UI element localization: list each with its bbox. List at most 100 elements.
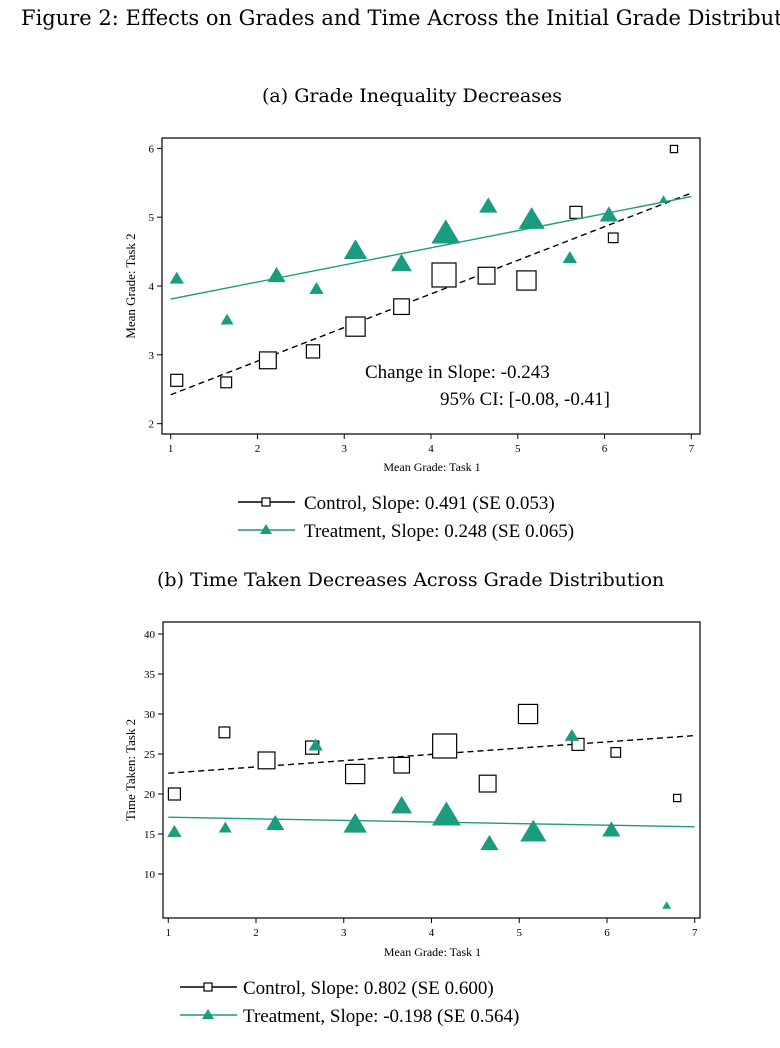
x-tick-label: 2 — [255, 443, 261, 455]
treatment-point — [218, 821, 232, 833]
legend-triangle-icon — [260, 524, 272, 534]
x-tick-label: 3 — [341, 927, 347, 939]
control-point — [345, 316, 366, 337]
legend-triangle-icon — [202, 1009, 214, 1019]
series-control — [170, 144, 692, 396]
legend-label: Control, Slope: 0.491 (SE 0.053) — [304, 493, 555, 514]
treatment-point — [562, 251, 577, 263]
treatment-fit-line — [168, 816, 695, 828]
control-point — [431, 262, 457, 288]
legend-square-icon — [261, 497, 271, 507]
figure-title: Figure 2: Effects on Grades and Time Acr… — [21, 6, 780, 30]
control-point — [607, 232, 619, 244]
annotation-ci: 95% CI: [-0.08, -0.41] — [440, 389, 610, 410]
series-treatment — [169, 195, 692, 325]
treatment-point — [602, 821, 621, 837]
x-axis-label: Mean Grade: Task 1 — [383, 460, 480, 474]
control-point — [517, 703, 539, 725]
treatment-point — [480, 834, 499, 851]
legend-square-icon — [203, 982, 213, 992]
treatment-point — [309, 282, 324, 294]
y-tick-label: 10 — [144, 869, 156, 881]
control-point — [258, 351, 277, 370]
y-tick-label: 5 — [149, 212, 155, 224]
x-tick-label: 4 — [428, 443, 434, 455]
treatment-point — [343, 239, 368, 259]
panel-a-title: (a) Grade Inequality Decreases — [262, 85, 563, 107]
control-point — [305, 344, 321, 359]
treatment-point — [343, 813, 367, 833]
control-point — [257, 751, 276, 770]
y-tick-label: 15 — [144, 829, 156, 841]
control-point — [432, 733, 458, 759]
y-axis-label: Mean Grade: Task 2 — [123, 233, 138, 338]
y-tick-label: 25 — [144, 749, 156, 761]
x-tick-label: 2 — [253, 927, 259, 939]
y-tick-label: 4 — [149, 281, 155, 293]
y-tick-label: 2 — [149, 419, 155, 431]
x-tick-label: 6 — [604, 927, 610, 939]
control-legend-item: Control, Slope: 0.802 (SE 0.600) — [180, 978, 494, 999]
plot-frame — [161, 137, 701, 435]
control-point — [218, 726, 231, 739]
control-point — [393, 298, 410, 316]
x-tick-label: 3 — [341, 443, 347, 455]
treatment-point — [564, 728, 580, 741]
x-tick-label: 1 — [166, 927, 172, 939]
treatment-point — [391, 795, 413, 814]
x-axis-label: Mean Grade: Task 1 — [384, 945, 481, 959]
treatment-point — [662, 901, 672, 909]
panel-b-title: (b) Time Taken Decreases Across Grade Di… — [157, 569, 665, 591]
control-point — [516, 270, 537, 291]
y-axis-label: Time Taken: Task 2 — [123, 719, 138, 821]
control-point — [220, 376, 233, 389]
treatment-fit-line — [170, 195, 692, 300]
control-fit-line — [170, 192, 692, 396]
x-tick-label: 7 — [692, 927, 698, 939]
y-tick-label: 3 — [149, 350, 155, 362]
legend-label: Treatment, Slope: -0.198 (SE 0.564) — [243, 1006, 519, 1027]
x-tick-label: 4 — [429, 927, 435, 939]
annotation-slope-change: Change in Slope: -0.243 — [365, 362, 550, 383]
control-point — [669, 144, 679, 154]
treatment-point — [220, 313, 234, 325]
treatment-point — [432, 801, 461, 826]
control-legend-item: Control, Slope: 0.491 (SE 0.053) — [238, 493, 555, 514]
x-tick-label: 5 — [515, 443, 521, 455]
control-point — [393, 756, 411, 774]
control-point — [344, 763, 366, 785]
y-tick-label: 40 — [144, 629, 156, 641]
y-tick-label: 35 — [144, 669, 156, 681]
control-point — [571, 737, 585, 752]
x-tick-label: 7 — [689, 443, 695, 455]
legend-label: Control, Slope: 0.802 (SE 0.600) — [243, 978, 494, 999]
series-control — [167, 703, 695, 803]
control-point — [672, 793, 682, 803]
treatment-point — [431, 219, 461, 244]
treatment-point — [659, 195, 669, 203]
treatment-point — [520, 819, 547, 842]
x-tick-label: 5 — [516, 927, 522, 939]
series-treatment — [167, 728, 695, 909]
plot-frame — [162, 621, 701, 919]
control-point — [477, 266, 496, 285]
treatment-point — [518, 207, 545, 229]
y-tick-label: 30 — [144, 709, 156, 721]
control-point — [170, 373, 184, 387]
treatment-point — [391, 253, 412, 272]
treatment-legend-item: Treatment, Slope: -0.198 (SE 0.564) — [180, 1006, 519, 1027]
control-point — [478, 774, 497, 793]
y-tick-label: 20 — [144, 789, 156, 801]
treatment-point — [267, 266, 286, 283]
x-tick-label: 6 — [602, 443, 608, 455]
control-point — [569, 205, 583, 219]
treatment-point — [169, 271, 184, 284]
treatment-point — [266, 814, 285, 831]
x-tick-label: 1 — [168, 443, 174, 455]
treatment-point — [308, 738, 323, 751]
treatment-legend-item: Treatment, Slope: 0.248 (SE 0.065) — [238, 521, 574, 542]
control-point — [610, 746, 622, 758]
control-point — [167, 787, 182, 801]
chart-a: 1 2 3 4 5 6 7 2 3 4 5 6 Mean Grade: Task 1 Mean Grade… — [123, 137, 701, 542]
